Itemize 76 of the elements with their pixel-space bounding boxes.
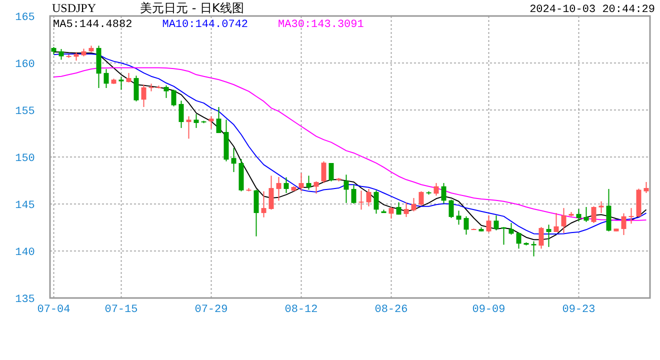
candlestick bbox=[621, 212, 626, 236]
chart-subtitle: 美元日元 - 日K线图 bbox=[140, 1, 244, 15]
candlestick bbox=[486, 214, 492, 233]
candlestick bbox=[644, 182, 649, 194]
x-tick-label: 07-15 bbox=[104, 304, 138, 316]
y-tick-label: 145 bbox=[15, 200, 35, 212]
candlestick bbox=[164, 84, 169, 98]
candlestick bbox=[538, 226, 544, 250]
candlestick bbox=[268, 175, 274, 210]
candlestick bbox=[516, 232, 522, 250]
candlestick bbox=[314, 180, 319, 194]
candlestick bbox=[216, 106, 222, 134]
candlestick bbox=[261, 190, 266, 218]
candlestick bbox=[494, 214, 499, 231]
candlestick bbox=[441, 182, 446, 204]
candlestick bbox=[118, 76, 124, 90]
annotation: 2024-10-03 20:44:29 bbox=[530, 4, 655, 16]
y-tick-label: 140 bbox=[15, 247, 35, 259]
x-tick-label: 08-26 bbox=[374, 304, 408, 316]
candlestick bbox=[298, 172, 304, 192]
x-tick-label: 07-04 bbox=[37, 304, 71, 316]
candlestick bbox=[584, 206, 589, 222]
candlestick bbox=[531, 240, 536, 257]
candlestick bbox=[598, 200, 604, 214]
candlestick bbox=[194, 114, 199, 128]
candlestick bbox=[306, 175, 312, 190]
candlestick bbox=[141, 84, 146, 108]
y-tick-label: 165 bbox=[15, 12, 35, 24]
candlestick bbox=[576, 208, 582, 222]
candlestick bbox=[148, 83, 154, 92]
y-tick-label: 135 bbox=[15, 294, 35, 306]
x-tick-label: 08-12 bbox=[284, 304, 318, 316]
candlestick bbox=[388, 206, 394, 220]
candlestick bbox=[328, 162, 334, 182]
y-tick-label: 150 bbox=[15, 153, 35, 165]
candlestick bbox=[254, 189, 259, 237]
candlestick bbox=[628, 208, 634, 224]
y-tick-label: 155 bbox=[15, 106, 35, 118]
y-tick-label: 160 bbox=[15, 59, 35, 71]
candlestick bbox=[374, 190, 379, 214]
candlestick bbox=[186, 116, 192, 140]
text: MA30:143.3091 bbox=[278, 19, 364, 31]
candlestick bbox=[561, 208, 566, 234]
candlestick bbox=[508, 222, 514, 236]
chart-title: USDJPY bbox=[52, 1, 96, 15]
candlestick bbox=[58, 48, 64, 60]
candlestick bbox=[396, 202, 402, 216]
candlestick bbox=[404, 202, 409, 218]
candlestick bbox=[276, 176, 282, 202]
candlestick bbox=[208, 116, 214, 130]
candlestick bbox=[554, 212, 559, 233]
candlestick bbox=[171, 89, 176, 107]
candlestick bbox=[351, 184, 356, 204]
candlestick bbox=[284, 176, 289, 194]
x-tick-label: 09-09 bbox=[472, 304, 506, 316]
text: MA10:144.0742 bbox=[162, 19, 248, 31]
x-tick-label: 07-29 bbox=[194, 304, 228, 316]
candlestick bbox=[126, 72, 132, 83]
candlestick bbox=[104, 68, 109, 89]
candlestick bbox=[178, 100, 184, 128]
candlestick bbox=[411, 197, 416, 212]
candlestick bbox=[366, 188, 372, 207]
candlestick bbox=[456, 210, 462, 226]
candlestick bbox=[418, 190, 424, 206]
candlestick bbox=[434, 182, 439, 196]
candlestick bbox=[358, 190, 364, 210]
candlestick bbox=[344, 174, 349, 204]
candlestick bbox=[448, 199, 454, 219]
candlestick bbox=[546, 224, 552, 248]
candlestick bbox=[134, 75, 139, 102]
candlestick bbox=[591, 206, 596, 224]
x-tick-label: 09-23 bbox=[562, 304, 596, 316]
candlestick bbox=[321, 160, 326, 184]
series-label: MA5:144.4882 bbox=[53, 19, 132, 31]
candlestick bbox=[464, 216, 469, 236]
candlestick bbox=[231, 147, 236, 173]
